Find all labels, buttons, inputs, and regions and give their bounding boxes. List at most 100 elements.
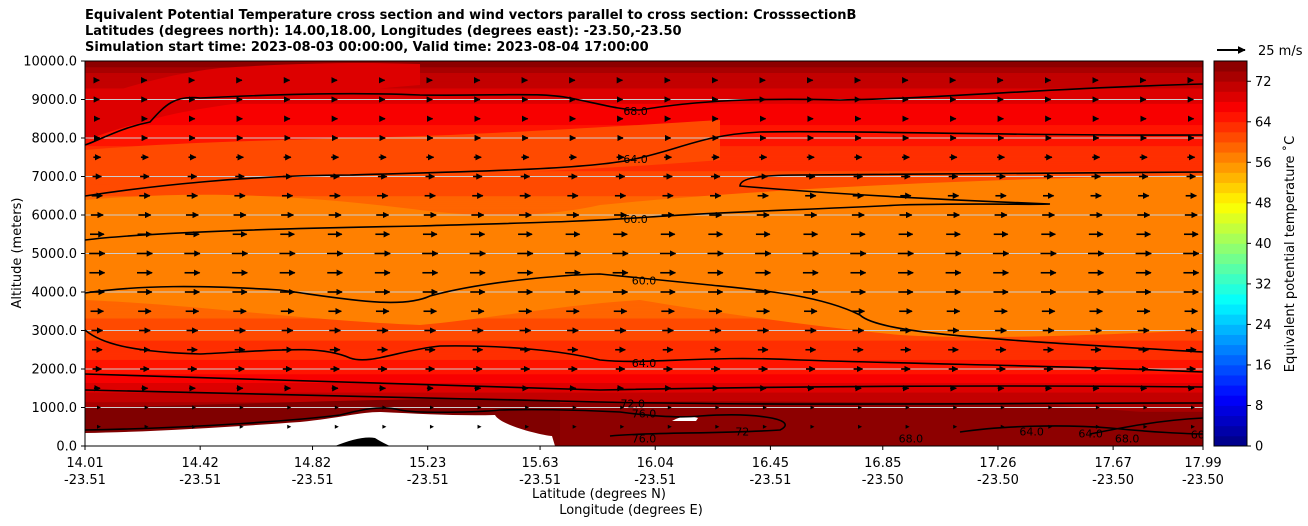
theta-e-band [85, 367, 1203, 369]
reference-vector-label: 25 m/s [1258, 44, 1303, 59]
theta-e-band [85, 75, 1203, 77]
contour-line [85, 373, 1203, 391]
y-tick-label: 9000.0 [32, 93, 78, 108]
x-tick-label-lat: 16.45 [752, 456, 789, 471]
theta-e-band [85, 188, 1203, 190]
x-axis-label-latitude: Latitude (degrees N) [532, 487, 666, 502]
theta-e-band [85, 316, 1203, 318]
wind-vector [572, 424, 577, 429]
colorbar-tick-label: 24 [1255, 318, 1272, 333]
theta-e-band [85, 82, 1203, 84]
theta-e-band [85, 106, 1203, 108]
theta-e-band [85, 366, 1203, 368]
colorbar-band [1214, 405, 1247, 417]
wind-vectors [89, 77, 1200, 429]
theta-e-band [85, 117, 1203, 120]
theta-e-band [85, 354, 1203, 357]
colorbar-band [1214, 131, 1247, 143]
x-tick-label-lon: -23.51 [64, 473, 106, 488]
theta-e-band [85, 335, 1203, 337]
contour-label: 68.0 [1115, 432, 1140, 445]
theta-e-band [85, 181, 1203, 183]
theta-e-band [85, 198, 1203, 201]
theta-e-band [85, 369, 1203, 372]
contour-label: 68.0 [899, 432, 924, 445]
theta-e-fill-layer [85, 61, 1203, 446]
wind-vector [572, 405, 577, 410]
theta-e-band [85, 340, 1203, 342]
colorbar-band [1214, 324, 1247, 335]
wind-vector [1095, 424, 1100, 429]
theta-e-band [85, 63, 1203, 66]
reference-vector-key: 25 m/s [1217, 44, 1303, 59]
theta-e-band [85, 379, 1203, 382]
wind-vector [287, 424, 292, 429]
theta-e-band [85, 302, 1203, 305]
colorbar-band [1214, 223, 1247, 234]
theta-e-band [85, 191, 1203, 194]
wind-vector [334, 405, 339, 410]
theta-e-band [85, 183, 1203, 185]
x-tick-label-lat: 15.63 [521, 456, 558, 471]
contour-line [85, 389, 1203, 405]
theta-e-band [85, 61, 1203, 63]
colorbar-band [1214, 314, 1247, 325]
wind-vector [144, 405, 149, 410]
contour-line [85, 329, 1203, 373]
theta-e-region [560, 401, 1203, 446]
x-axis: 14.01 -23.51 14.42 -23.51 14.82 -23.51 15.23 -2… [64, 446, 1224, 488]
theta-e-band [85, 170, 1203, 173]
theta-e-band [85, 101, 1203, 103]
y-axis-label: Altitude (meters) [10, 198, 25, 309]
theta-e-band [85, 102, 1203, 104]
colorbar-band [1214, 111, 1247, 123]
theta-e-band [85, 380, 1203, 383]
theta-e-band [85, 110, 1203, 112]
theta-e-band [85, 328, 1203, 331]
theta-e-band [85, 79, 1203, 81]
theta-e-band [85, 337, 1203, 339]
x-tick-label-lon: -23.51 [292, 473, 334, 488]
theta-e-band [85, 326, 1203, 329]
theta-e-band [85, 343, 1203, 346]
theta-e-band [85, 365, 1203, 367]
plot-area: 68.064.060.060.064.072.076.076.07268.064… [85, 61, 1203, 446]
theta-e-band [85, 387, 1203, 389]
theta-e-band [85, 114, 1203, 117]
theta-e-band [85, 392, 1203, 394]
contour-label: 76.0 [632, 432, 657, 445]
contour-label: 64.0 [623, 153, 648, 166]
wind-vector [1095, 405, 1100, 410]
theta-e-band [85, 189, 1203, 192]
theta-e-band [85, 377, 1203, 380]
theta-e-band [85, 87, 1203, 90]
wind-vector [429, 405, 434, 410]
theta-e-band [85, 94, 1203, 97]
theta-e-band [85, 331, 1203, 333]
colorbar-band [1214, 233, 1247, 244]
theta-e-band [85, 357, 1203, 359]
x-tick-label-lat: 14.42 [182, 456, 219, 471]
theta-e-band [85, 190, 1203, 193]
colorbar-band [1214, 81, 1247, 92]
theta-e-band [85, 195, 1203, 198]
theta-e-band [85, 347, 1203, 350]
theta-e-band [85, 85, 1203, 87]
x-tick-label-lat: 17.26 [979, 456, 1016, 471]
colorbar-band [1214, 91, 1247, 102]
theta-e-band [85, 173, 1203, 176]
contour-line [959, 425, 1203, 435]
contour-line [85, 130, 1203, 197]
y-tick-label: 10000.0 [23, 55, 77, 70]
theta-e-band [85, 70, 1203, 73]
colorbar-band [1214, 344, 1247, 356]
theta-e-band [85, 92, 1203, 95]
theta-e-band [85, 342, 1203, 344]
wind-vector [905, 424, 910, 429]
colorbar-band [1214, 212, 1247, 224]
theta-e-band [85, 350, 1203, 353]
theta-e-band [85, 336, 1203, 338]
wind-vector [382, 405, 387, 410]
theta-e-band [85, 65, 1203, 68]
theta-e-band [85, 378, 1203, 381]
